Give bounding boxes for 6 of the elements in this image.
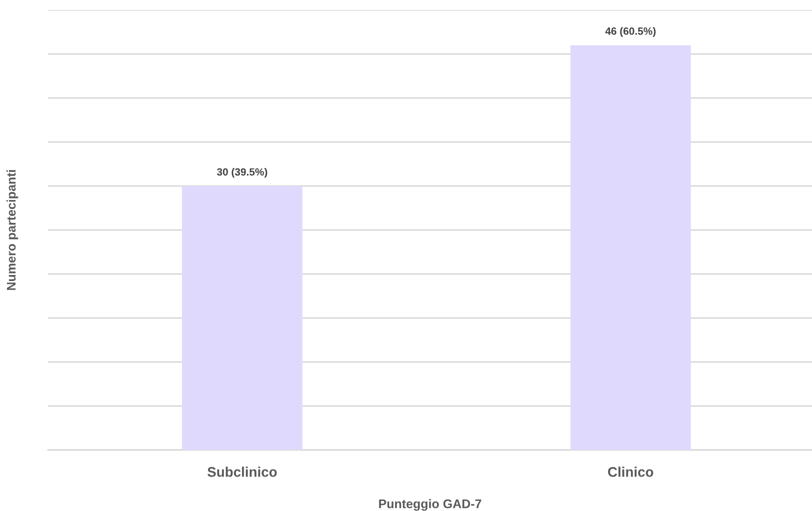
x-axis-title: Punteggio GAD-7 bbox=[379, 499, 482, 511]
data-label: 30 (39.5%) bbox=[216, 168, 268, 178]
x-tick-label: Subclinico bbox=[207, 466, 277, 477]
data-label: 46 (60.5%) bbox=[605, 27, 656, 37]
y-axis-title: Numero partecipanti bbox=[6, 170, 18, 290]
x-tick-label: Clinico bbox=[608, 466, 654, 477]
